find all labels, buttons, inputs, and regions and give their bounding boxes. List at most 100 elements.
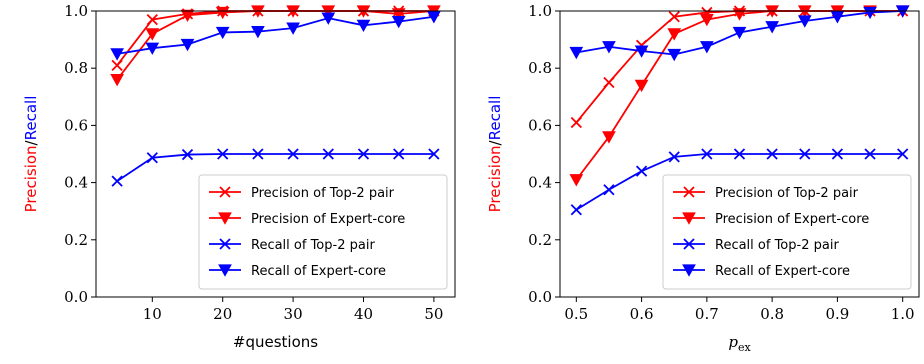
data-point xyxy=(287,148,299,160)
legend-box xyxy=(662,174,912,290)
axes-frame xyxy=(95,10,456,298)
x-axis-label-sub: ex xyxy=(738,341,752,354)
legend-marker xyxy=(683,238,695,250)
series-0 xyxy=(570,5,909,129)
data-point xyxy=(700,41,714,54)
data-point xyxy=(733,148,746,160)
legend-marker xyxy=(682,264,696,277)
legend-entry: Recall of Top-2 pair xyxy=(673,238,839,253)
series-line xyxy=(116,15,435,55)
data-point xyxy=(570,116,582,129)
legend-marker xyxy=(218,212,232,225)
y-axis-label-part: / xyxy=(22,139,40,145)
data-point xyxy=(110,74,124,87)
legend-label: Precision of Expert-core xyxy=(715,212,869,227)
axes-frame xyxy=(559,10,920,298)
y-axis-label-part: Precision xyxy=(22,145,40,212)
data-point xyxy=(569,174,584,187)
data-point xyxy=(146,13,158,26)
series-2 xyxy=(111,148,440,187)
y-axis-label-part: Precision xyxy=(486,145,504,212)
data-point xyxy=(145,42,160,55)
data-point xyxy=(897,148,909,160)
data-point xyxy=(215,6,230,20)
series-3 xyxy=(569,5,910,62)
legend-marker xyxy=(683,186,695,198)
y-tick-label: 0.6 xyxy=(64,116,88,134)
x-tick-label: 0.7 xyxy=(695,305,719,323)
y-tick-label: 1.0 xyxy=(528,2,552,20)
x-tick-label: 50 xyxy=(424,305,443,323)
legend-entry: Recall of Expert-core xyxy=(673,264,850,279)
x-tick-label: 0.8 xyxy=(760,305,784,323)
data-point xyxy=(830,11,845,24)
data-point xyxy=(603,76,615,89)
data-point xyxy=(863,6,877,20)
legend-label: Precision of Top-2 pair xyxy=(251,186,395,201)
data-point xyxy=(667,28,682,41)
legend-label: Recall of Top-2 pair xyxy=(715,238,839,253)
data-point xyxy=(391,15,406,29)
y-tick-label: 0.8 xyxy=(528,59,552,77)
legend: Precision of Top-2 pair Precision of Expe… xyxy=(198,174,448,290)
data-point xyxy=(766,148,778,160)
chart-questions: 0.00.20.40.60.81.010 20 30 40 50Precision/Re… xyxy=(22,2,456,351)
data-point xyxy=(252,148,264,160)
series-2 xyxy=(570,148,909,216)
data-point xyxy=(668,151,680,163)
legend-label: Precision of Top-2 pair xyxy=(715,186,859,201)
y-tick-label: 0.2 xyxy=(528,231,552,249)
data-point xyxy=(569,46,584,60)
legend-marker xyxy=(219,238,231,250)
legend-marker xyxy=(682,212,696,225)
data-point xyxy=(864,148,876,160)
legend-box xyxy=(198,174,448,290)
data-point xyxy=(322,148,334,160)
series-line xyxy=(116,153,434,182)
data-point xyxy=(111,175,123,187)
data-point xyxy=(215,26,230,40)
data-point xyxy=(146,152,158,164)
x-axis-label-main: p xyxy=(728,333,738,351)
legend-entry: Recall of Expert-core xyxy=(209,264,386,279)
data-point xyxy=(357,148,370,160)
series-3 xyxy=(110,11,441,61)
data-point xyxy=(251,25,265,39)
data-point xyxy=(428,148,440,160)
legend-label: Recall of Expert-core xyxy=(251,264,386,279)
y-axis-label-part: Recall xyxy=(486,96,504,141)
x-axis-label: #questions xyxy=(233,333,318,351)
x-tick-label: 0.9 xyxy=(825,305,849,323)
x-tick-label: 40 xyxy=(354,305,373,323)
data-point xyxy=(602,41,616,54)
series-line xyxy=(116,10,434,66)
data-point xyxy=(286,22,300,35)
y-axis-label-part: / xyxy=(486,139,504,145)
data-point xyxy=(634,45,649,58)
data-point xyxy=(667,48,682,62)
data-point xyxy=(700,13,714,27)
data-point xyxy=(732,26,747,40)
series-0 xyxy=(111,5,440,71)
x-axis-label: pex xyxy=(728,333,751,354)
y-axis-label: Precision/Recall xyxy=(22,96,40,213)
data-point xyxy=(145,28,160,41)
plot-area xyxy=(110,5,441,187)
data-point xyxy=(799,148,811,160)
x-tick-label: 1.0 xyxy=(891,305,915,323)
y-tick-label: 0.0 xyxy=(528,288,552,306)
legend-label: Recall of Expert-core xyxy=(715,264,850,279)
data-point xyxy=(765,21,779,34)
data-point xyxy=(180,9,195,23)
legend-entry: Recall of Top-2 pair xyxy=(209,238,375,253)
y-tick-label: 0.4 xyxy=(64,174,88,192)
x-tick-label: 0.6 xyxy=(630,305,654,323)
data-point xyxy=(797,15,812,28)
series-line xyxy=(116,10,434,81)
data-point xyxy=(831,148,844,160)
y-tick-label: 0.2 xyxy=(64,231,88,249)
x-tick-label: 20 xyxy=(213,305,232,323)
legend-label: Precision of Expert-core xyxy=(251,212,405,227)
y-tick-label: 0.0 xyxy=(64,288,88,306)
